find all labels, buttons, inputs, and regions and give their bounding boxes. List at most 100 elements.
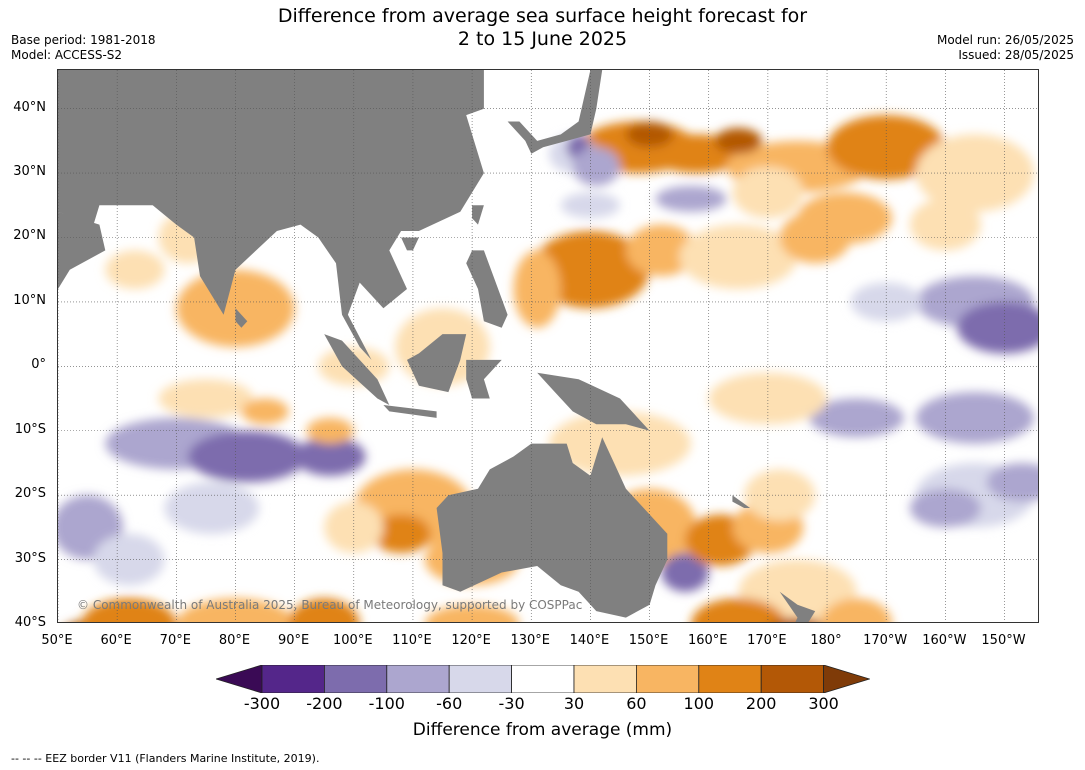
lon-label: 150°W (981, 633, 1026, 648)
sea-level-anomaly-map (58, 70, 1038, 622)
land-asia-mainland (58, 70, 484, 360)
lon-label: 180° (810, 633, 842, 648)
anomaly-patch (779, 211, 851, 264)
colorbar-segment (573, 665, 637, 693)
anomaly-patch (531, 231, 650, 309)
anomaly-patch (827, 115, 946, 180)
colorbar-tick-label: -300 (243, 694, 281, 713)
colorbar-segment (760, 665, 825, 693)
colorbar-tick-label: -200 (306, 694, 343, 713)
colorbar-segment (698, 665, 762, 693)
colorbar-tick-label: 60 (626, 694, 647, 713)
anomaly-patch (371, 514, 431, 554)
colorbar-segment (386, 665, 450, 693)
colorbar-tick-label: -100 (368, 694, 405, 713)
lon-label: 60°E (100, 633, 132, 648)
anomaly-patch (176, 269, 295, 347)
anomaly-patch (915, 392, 1035, 444)
anomaly-patch (164, 482, 260, 534)
land-philippines (466, 250, 508, 328)
anomaly-patch (744, 469, 816, 521)
colorbar-tick-label: 30 (563, 694, 585, 713)
anomaly-patch (986, 462, 1038, 502)
land-australia (436, 437, 668, 618)
lon-label: 140°E (569, 633, 610, 648)
anomaly-patch (158, 379, 254, 418)
issued-text: Issued: 28/05/2025 (958, 48, 1074, 62)
colorbar-tick-label: 100 (683, 694, 715, 713)
model-text: Model: ACCESS-S2 (11, 48, 123, 62)
map-title-line-1: Difference from average sea surface heig… (277, 5, 808, 27)
lon-label: 150°E (628, 633, 669, 648)
map-title-line-2: 2 to 15 June 2025 (457, 28, 628, 50)
anomaly-patch (714, 127, 762, 154)
colorbar-tick-label: -60 (436, 694, 463, 713)
land-sulawesi (466, 359, 502, 399)
lat-label: 20°S (14, 486, 46, 502)
colorbar (216, 665, 870, 693)
lat-label: 10°S (14, 421, 46, 437)
anomaly-patch (105, 250, 165, 290)
anomaly-patch (324, 501, 384, 554)
land-borneo (407, 334, 467, 393)
graticule (58, 70, 1038, 622)
land-new-caledonia (732, 495, 751, 508)
lon-label: 130°E (510, 633, 551, 648)
lon-label: 110°E (392, 633, 432, 648)
lon-label: 170°W (863, 633, 908, 648)
anomaly-patch (679, 224, 798, 290)
anomaly-patch (821, 598, 892, 622)
colorbar-extend-high (823, 665, 870, 693)
land-arabia-africa (58, 211, 106, 289)
colorbar-extend-low (216, 665, 263, 693)
map-panel (57, 69, 1039, 623)
anomaly-patch (732, 166, 804, 219)
anomaly-patch (81, 598, 177, 622)
lon-label: 160°W (922, 633, 967, 648)
lon-label: 50°E (41, 633, 73, 648)
colorbar-segment (511, 665, 575, 693)
colorbar-tick-label: 200 (745, 694, 777, 713)
lon-label: 70°E (159, 633, 191, 648)
land-java (383, 405, 437, 418)
lat-label: 40°S (14, 615, 46, 630)
anomaly-patch (288, 598, 360, 622)
lon-label: 90°E (277, 633, 310, 648)
colorbar-title: Difference from average (mm) (412, 720, 673, 740)
land-sumatra (324, 334, 390, 405)
colorbar-tick-label: 300 (808, 694, 839, 713)
lat-label: 20°N (13, 228, 46, 244)
anomaly-patch (915, 134, 1035, 212)
land-masses (58, 70, 816, 622)
colorbar-segment (635, 665, 700, 693)
colorbar-segment (448, 665, 512, 693)
anomaly-patch (655, 185, 727, 212)
anomaly-patch (513, 250, 561, 328)
anomaly-patch (93, 533, 165, 586)
anomaly-patch (294, 437, 366, 476)
anomaly-patch (661, 553, 709, 592)
lon-label: 160°E (687, 633, 728, 648)
colorbar-tick-label: -30 (498, 694, 525, 713)
colorbar-segment (261, 665, 325, 693)
lon-label: 120°E (451, 633, 491, 648)
base-period-text: Base period: 1981-2018 (11, 33, 156, 47)
model-run-text: Model run: 26/05/2025 (936, 33, 1074, 47)
colorbar-segment (324, 665, 388, 693)
lon-label: 170°E (747, 633, 787, 648)
eez-footnote: -- -- -- EEZ border V11 (Flanders Marine… (11, 752, 320, 765)
anomaly-patch (188, 430, 307, 483)
land-hainan (401, 237, 419, 251)
land-nz-north (779, 591, 816, 622)
land-korea-japan (507, 70, 603, 154)
lon-label: 100°E (333, 633, 373, 648)
lat-label: 0° (31, 357, 46, 373)
land-taiwan (472, 205, 484, 225)
lat-label: 30°N (13, 164, 46, 180)
lat-label: 30°S (14, 550, 46, 566)
anomaly-patch (691, 598, 786, 622)
anomaly-patch (241, 398, 289, 425)
anomaly-patch (625, 121, 674, 148)
anomaly-patch (708, 372, 828, 425)
anomaly-patch (306, 417, 354, 444)
